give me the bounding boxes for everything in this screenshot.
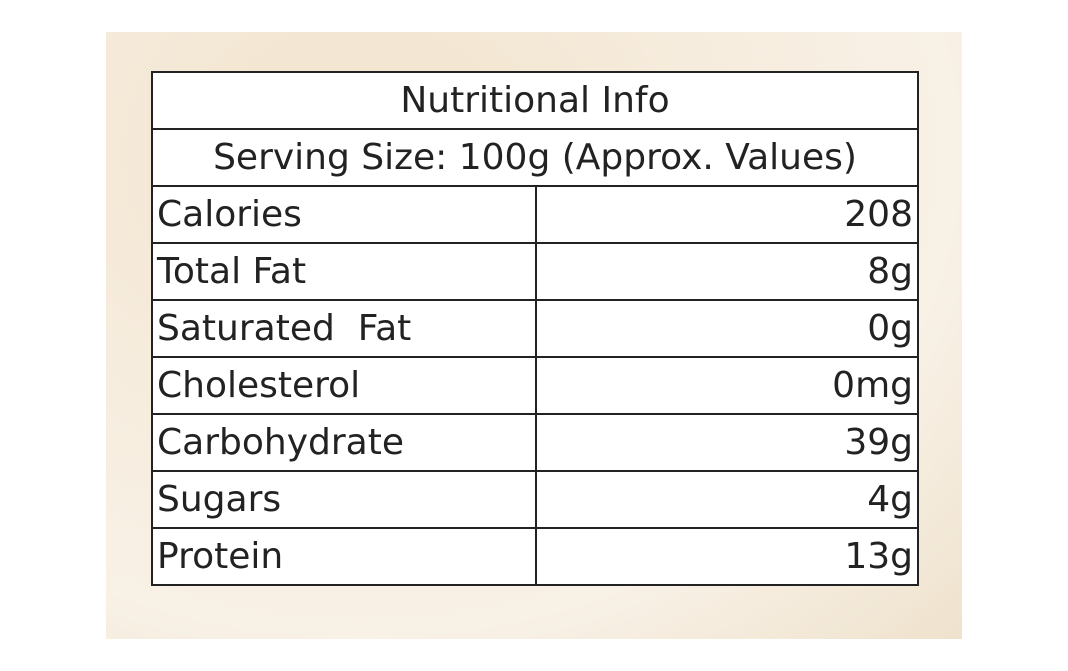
nutrient-row: Cholesterol 0mg	[151, 356, 919, 415]
table-subtitle: Serving Size: 100g (Approx. Values)	[151, 128, 919, 187]
nutrient-name: Cholesterol	[151, 356, 537, 415]
nutrient-name: Saturated Fat	[151, 299, 537, 358]
nutrient-amount: 8g	[535, 242, 919, 301]
table-title: Nutritional Info	[151, 71, 919, 130]
nutrient-amount: 208	[535, 185, 919, 244]
nutrient-amount: 39g	[535, 413, 919, 472]
nutrient-amount: 13g	[535, 527, 919, 586]
nutrient-amount: 4g	[535, 470, 919, 529]
nutrient-row: Carbohydrate 39g	[151, 413, 919, 472]
nutrient-row: Protein 13g	[151, 527, 919, 586]
nutrient-name: Total Fat	[151, 242, 537, 301]
nutrient-row: Total Fat 8g	[151, 242, 919, 301]
nutrient-name: Calories	[151, 185, 537, 244]
subtitle-row: Serving Size: 100g (Approx. Values)	[151, 128, 919, 187]
nutrient-name: Carbohydrate	[151, 413, 537, 472]
table-body: Nutritional Info Serving Size: 100g (App…	[151, 71, 919, 586]
nutrient-row: Saturated Fat 0g	[151, 299, 919, 358]
nutrient-name: Sugars	[151, 470, 537, 529]
nutrient-amount: 0g	[535, 299, 919, 358]
nutrient-row: Calories 208	[151, 185, 919, 244]
nutrient-amount: 0mg	[535, 356, 919, 415]
title-row: Nutritional Info	[151, 71, 919, 130]
nutrition-table: Nutritional Info Serving Size: 100g (App…	[151, 71, 919, 586]
nutrient-name: Protein	[151, 527, 537, 586]
nutrient-row: Sugars 4g	[151, 470, 919, 529]
